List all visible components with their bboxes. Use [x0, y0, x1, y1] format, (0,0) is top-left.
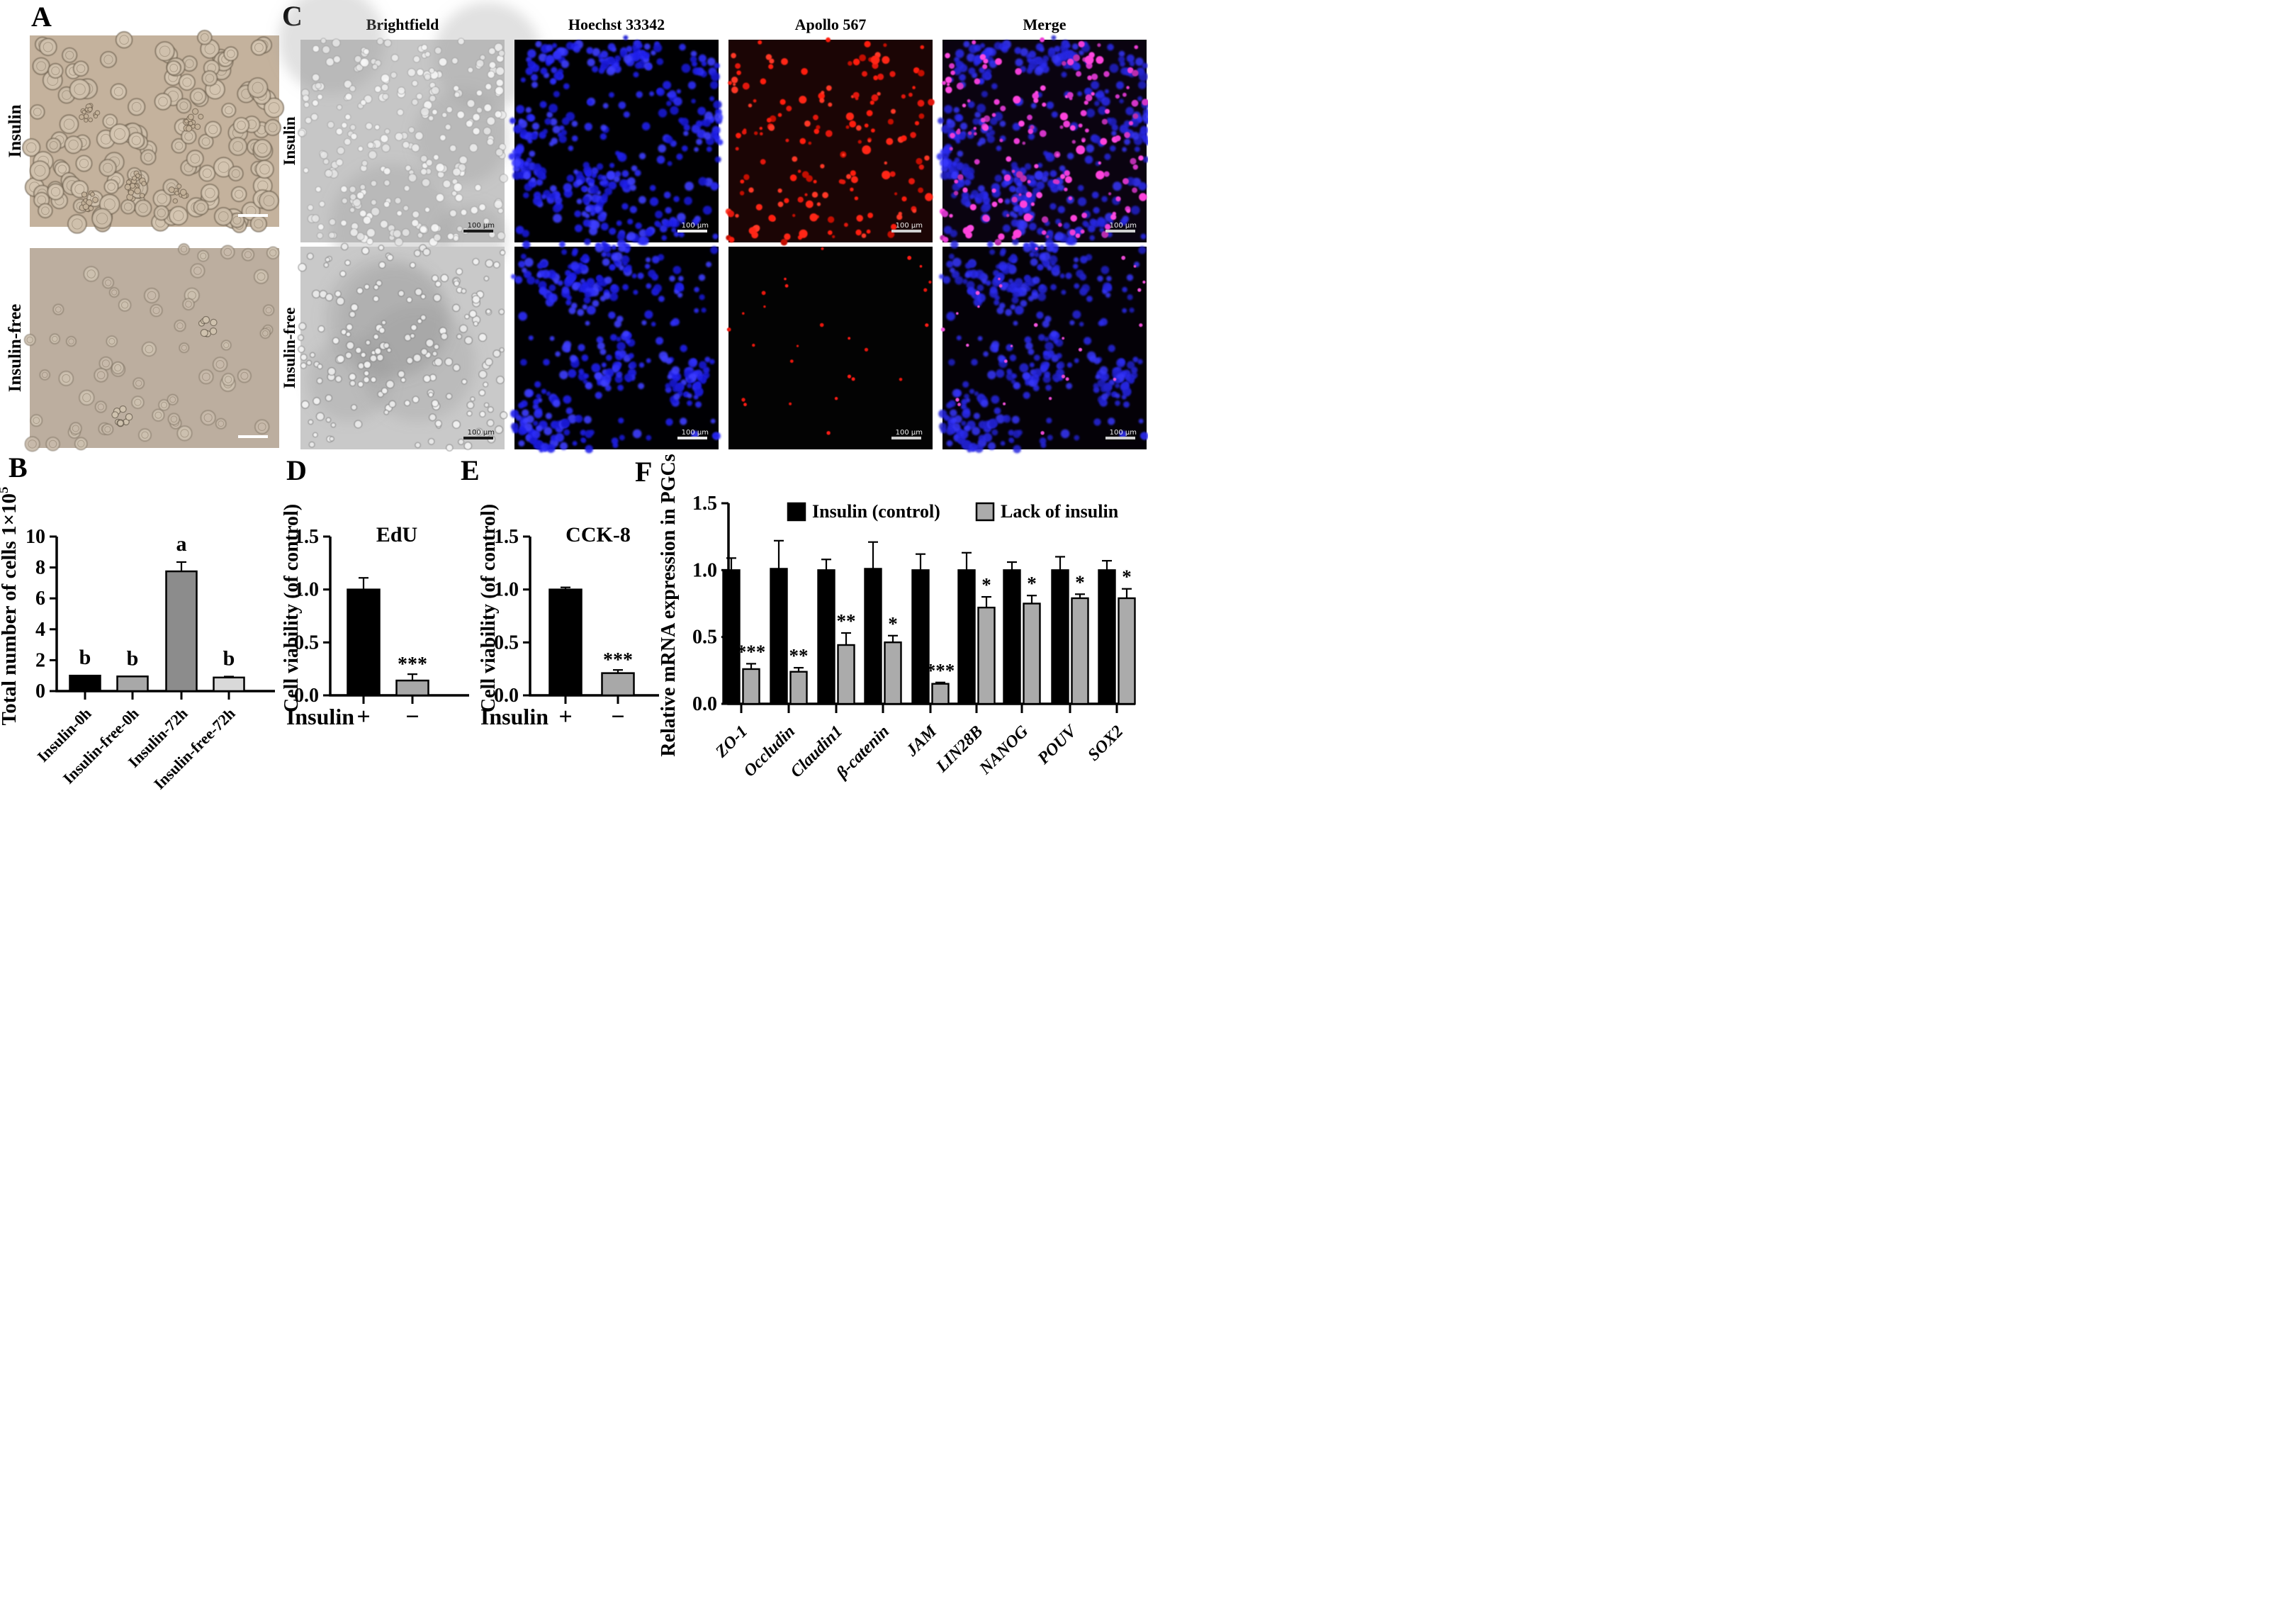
- scale-bar-label: 100 μm: [895, 222, 923, 230]
- svg-text:b: b: [79, 646, 91, 669]
- svg-text:Cell viability (of control): Cell viability (of control): [478, 504, 500, 712]
- column-header-hoechst: Hoechst 33342: [568, 16, 665, 33]
- scale-bar-label: 100 μm: [467, 429, 495, 437]
- svg-text:−: −: [611, 704, 624, 730]
- panel-a-label: A: [31, 1, 52, 33]
- scale-bar-label: 100 μm: [467, 222, 495, 230]
- svg-text:Cell viability (of control): Cell viability (of control): [281, 504, 303, 712]
- svg-text:**: **: [837, 610, 856, 632]
- svg-text:*: *: [888, 613, 898, 634]
- panel-a-row2-label: Insulin-free: [6, 303, 25, 393]
- svg-text:Insulin (control): Insulin (control): [812, 501, 940, 522]
- svg-text:***: ***: [603, 649, 633, 671]
- svg-text:1.5: 1.5: [692, 493, 717, 515]
- svg-text:0.5: 0.5: [692, 627, 717, 649]
- svg-text:1.0: 1.0: [294, 579, 319, 601]
- svg-text:0.5: 0.5: [494, 632, 519, 654]
- scale-bar-label: 100 μm: [1109, 222, 1137, 230]
- svg-text:JAM: JAM: [902, 722, 941, 761]
- svg-text:*: *: [981, 574, 991, 595]
- svg-text:ZO-1: ZO-1: [711, 722, 751, 762]
- micrograph-apollo-insulin-free: [726, 247, 933, 449]
- svg-text:**: **: [789, 645, 809, 666]
- panel-f-label: F: [635, 456, 653, 488]
- svg-text:4: 4: [35, 619, 45, 641]
- panel-f-chart-mrna: 0.0 0.5 1.0 1.5 Relative mRNA expression in …: [658, 454, 1136, 783]
- panel-c-row2-label: Insulin-free: [281, 307, 298, 389]
- svg-text:8: 8: [35, 557, 45, 579]
- micrograph-hoechst-insulin-free: [510, 240, 721, 454]
- svg-text:10: 10: [26, 526, 45, 548]
- svg-text:0.5: 0.5: [294, 632, 319, 654]
- svg-text:*: *: [1122, 566, 1132, 588]
- panel-d-label: D: [286, 454, 307, 486]
- svg-text:***: ***: [737, 641, 766, 662]
- svg-text:0.0: 0.0: [294, 685, 319, 707]
- panel-a-row1-label: Insulin: [6, 104, 25, 158]
- svg-text:***: ***: [926, 660, 955, 681]
- panel-b-label: B: [9, 452, 28, 483]
- column-header-merge: Merge: [1023, 16, 1067, 33]
- column-header-apollo: Apollo 567: [794, 16, 867, 33]
- svg-text:LIN28B: LIN28B: [933, 722, 987, 777]
- svg-text:NANOG: NANOG: [976, 722, 1032, 778]
- svg-text:+: +: [558, 704, 572, 730]
- svg-text:a: a: [176, 532, 187, 556]
- panel-e-label: E: [461, 454, 480, 486]
- svg-text:***: ***: [398, 654, 427, 675]
- micrograph-brightfield-insulin: [278, 0, 541, 286]
- svg-text:Insulin: Insulin: [480, 704, 548, 729]
- svg-text:CCK-8: CCK-8: [565, 523, 631, 546]
- svg-text:0.0: 0.0: [494, 685, 519, 707]
- svg-text:0.0: 0.0: [692, 693, 717, 715]
- svg-text:Total number of cells 1×105: Total number of cells 1×105: [0, 487, 21, 726]
- svg-text:1.0: 1.0: [494, 579, 519, 601]
- svg-text:b: b: [127, 646, 139, 670]
- svg-text:Insulin: Insulin: [286, 704, 354, 729]
- svg-text:6: 6: [35, 588, 45, 610]
- svg-text:−: −: [405, 704, 419, 730]
- svg-text:*: *: [1075, 571, 1085, 593]
- svg-text:Lack of insulin: Lack of insulin: [1001, 501, 1119, 522]
- micrograph-insulin-brightfield: [22, 30, 285, 234]
- svg-text:Relative mRNA expression in PG: Relative mRNA expression in PGCs: [658, 454, 680, 756]
- micrograph-insulin-free-brightfield: [23, 243, 280, 452]
- svg-text:1.5: 1.5: [494, 526, 519, 548]
- figure-page: A Insulin Insulin-free C Brightfield Hoe…: [0, 0, 1148, 804]
- svg-text:SOX2: SOX2: [1084, 722, 1127, 765]
- svg-text:EdU: EdU: [376, 523, 417, 546]
- micrograph-merge-insulin: [936, 35, 1148, 249]
- svg-text:1.0: 1.0: [692, 559, 717, 581]
- svg-text:1.5: 1.5: [294, 526, 319, 548]
- micrograph-apollo-insulin: [725, 37, 935, 246]
- svg-text:0: 0: [35, 680, 45, 702]
- micrograph-brightfield-insulin-free: [297, 242, 508, 452]
- micrograph-merge-insulin-free: [938, 240, 1148, 454]
- svg-text:2: 2: [35, 649, 45, 671]
- svg-text:+: +: [356, 704, 370, 730]
- svg-text:b: b: [223, 647, 235, 671]
- svg-text:Insulin-free-72h: Insulin-free-72h: [150, 705, 239, 793]
- svg-text:*: *: [1027, 573, 1037, 594]
- scale-bar-label: 100 μm: [681, 222, 709, 230]
- panel-c-row1-label: Insulin: [281, 116, 298, 166]
- micrograph-hoechst-insulin: [508, 35, 724, 249]
- scale-bar-label: 100 μm: [1109, 429, 1137, 437]
- scale-bar-label: 100 μm: [895, 429, 923, 437]
- scale-bar-label: 100 μm: [681, 429, 709, 437]
- svg-text:POUV: POUV: [1034, 721, 1081, 768]
